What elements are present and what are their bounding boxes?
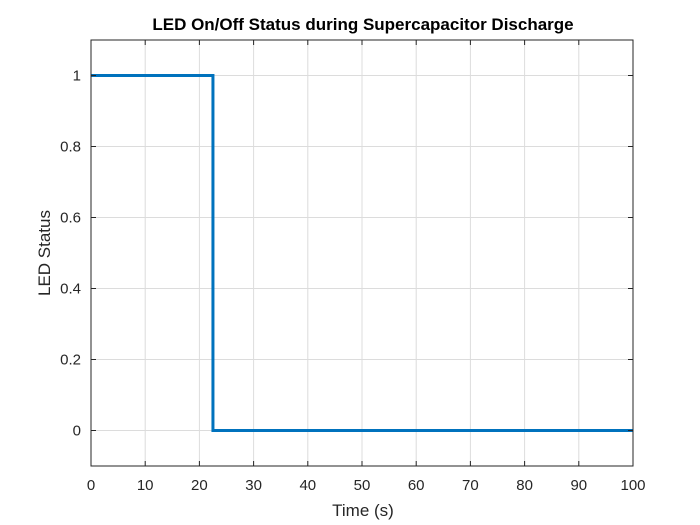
x-tick-label: 100 <box>620 477 645 494</box>
tick-layer: 0 10 20 30 40 50 60 70 80 90 100 0 0.2 0.4 0.6 0.8 1 <box>60 40 646 494</box>
y-tick-label: 0 <box>73 423 81 440</box>
series-line-led-status <box>91 74 633 432</box>
x-tick-label: 80 <box>516 477 533 494</box>
grid-layer <box>90 40 634 466</box>
x-tick-label: 60 <box>408 477 425 494</box>
y-tick-label: 0.8 <box>60 139 81 156</box>
y-tick-label: 1 <box>73 68 81 85</box>
x-tick-label: 90 <box>570 477 587 494</box>
y-tick-label: 0.6 <box>60 210 81 227</box>
x-tick-label: 30 <box>245 477 262 494</box>
y-tick-label: 0.2 <box>60 352 81 369</box>
x-tick-label: 20 <box>191 477 208 494</box>
x-tick-label: 0 <box>87 477 95 494</box>
y-tick-label: 0.4 <box>60 281 81 298</box>
series-layer <box>91 74 633 432</box>
x-tick-label: 10 <box>137 477 154 494</box>
y-axis-label: LED Status <box>35 210 54 296</box>
chart-title: LED On/Off Status during Supercapacitor … <box>152 15 573 34</box>
x-tick-label: 40 <box>299 477 316 494</box>
x-tick-label: 70 <box>462 477 479 494</box>
x-tick-label: 50 <box>354 477 371 494</box>
x-axis-label: Time (s) <box>332 501 394 520</box>
